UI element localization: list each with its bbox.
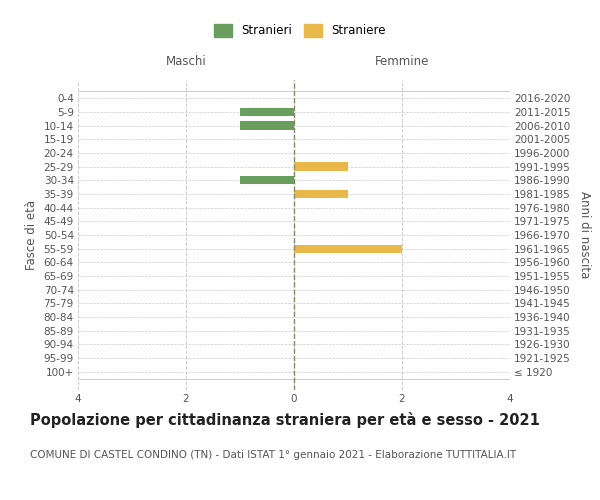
Bar: [294, 162, 348, 170]
Bar: [294, 190, 348, 198]
Text: Popolazione per cittadinanza straniera per età e sesso - 2021: Popolazione per cittadinanza straniera p…: [30, 412, 540, 428]
Y-axis label: Anni di nascita: Anni di nascita: [578, 192, 591, 278]
Bar: [240, 108, 294, 116]
Text: Femmine: Femmine: [375, 54, 429, 68]
Text: COMUNE DI CASTEL CONDINO (TN) - Dati ISTAT 1° gennaio 2021 - Elaborazione TUTTIT: COMUNE DI CASTEL CONDINO (TN) - Dati IST…: [30, 450, 516, 460]
Text: Maschi: Maschi: [166, 54, 206, 68]
Bar: [240, 176, 294, 184]
Y-axis label: Fasce di età: Fasce di età: [25, 200, 38, 270]
Bar: [294, 244, 402, 253]
Bar: [240, 122, 294, 130]
Legend: Stranieri, Straniere: Stranieri, Straniere: [211, 21, 389, 41]
